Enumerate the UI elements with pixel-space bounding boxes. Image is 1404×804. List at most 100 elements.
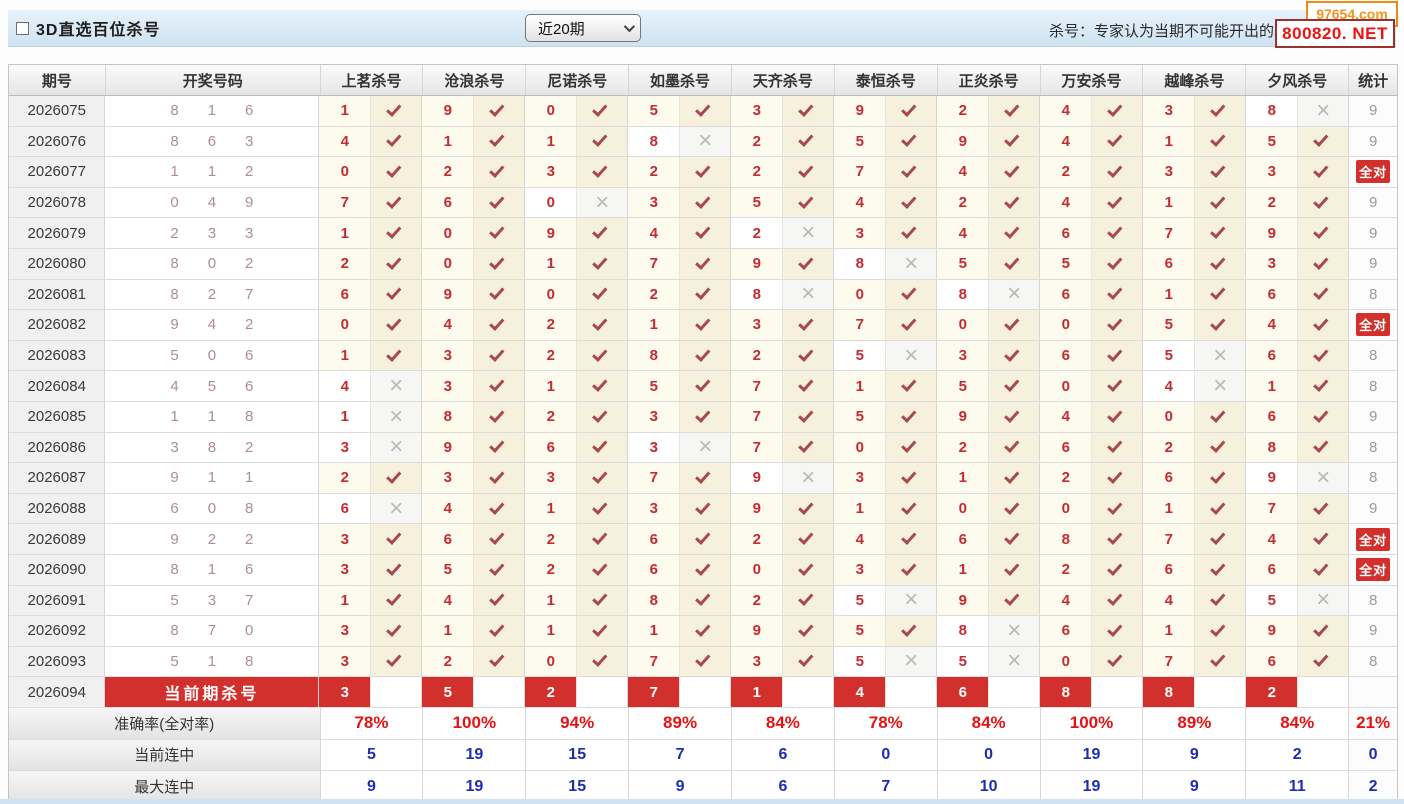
kill-number: 9 bbox=[422, 279, 475, 310]
kill-number: 5 bbox=[731, 187, 784, 218]
check-icon bbox=[577, 126, 628, 157]
kill-cell: 6 bbox=[1246, 279, 1350, 310]
drawn-cell: 9 4 2 bbox=[105, 310, 320, 340]
summary-label: 最大连中 bbox=[9, 770, 321, 803]
kill-number: 9 bbox=[1246, 616, 1299, 646]
summary-value-cell: 7 bbox=[835, 770, 938, 803]
drawn-cell: 3 8 2 bbox=[105, 432, 320, 463]
check-icon bbox=[1195, 126, 1246, 157]
kill-number: 2 bbox=[937, 432, 990, 463]
period-cell: 2026085 bbox=[9, 401, 106, 432]
kill-cell: 0 bbox=[525, 279, 629, 310]
kill-number: 8 bbox=[937, 616, 990, 646]
stat-cell: 全对 bbox=[1349, 524, 1397, 554]
stat-cell: 8 bbox=[1349, 340, 1397, 371]
summary-value-cell: 78% bbox=[835, 708, 938, 739]
check-icon bbox=[989, 554, 1040, 585]
check-icon bbox=[886, 126, 937, 157]
kill-cell: 8 bbox=[422, 401, 526, 432]
check-icon bbox=[474, 616, 525, 646]
kill-cell: 6 bbox=[1246, 340, 1350, 371]
kill-number: 5 bbox=[834, 585, 887, 616]
check-icon bbox=[989, 157, 1040, 187]
kill-number: 5 bbox=[1246, 126, 1299, 157]
summary-value-cell: 9 bbox=[629, 770, 732, 803]
check-icon bbox=[886, 371, 937, 401]
check-icon bbox=[577, 616, 628, 646]
kill-number: 0 bbox=[422, 248, 475, 279]
check-icon bbox=[886, 187, 937, 218]
page-bottom-strip bbox=[0, 799, 1404, 804]
kill-number: 6 bbox=[319, 279, 372, 310]
kill-number: 3 bbox=[1143, 157, 1196, 187]
kill-cell: 4 bbox=[1143, 585, 1247, 616]
kill-cell: 4 bbox=[628, 218, 732, 248]
kill-number: 1 bbox=[319, 585, 372, 616]
kill-number: 6 bbox=[422, 524, 475, 554]
check-icon bbox=[371, 310, 422, 340]
period-cell: 2026089 bbox=[9, 524, 106, 554]
check-icon bbox=[783, 554, 834, 585]
check-icon bbox=[1195, 157, 1246, 187]
kill-number: 9 bbox=[937, 126, 990, 157]
summary-value-cell: 78% bbox=[321, 708, 424, 739]
kill-cell: 0 bbox=[422, 218, 526, 248]
kill-cell: 6 bbox=[1040, 432, 1144, 463]
kill-cell: 6 bbox=[1143, 463, 1247, 493]
check-icon bbox=[1195, 310, 1246, 340]
kill-number: 3 bbox=[628, 493, 681, 524]
kill-cell: 8 × bbox=[731, 279, 835, 310]
kill-number: 3 bbox=[319, 554, 372, 585]
kill-number: 2 bbox=[1246, 187, 1299, 218]
current-kill-row: 2026094 当前期杀号 3 5 2 7 1 4 6 8 8 2 bbox=[9, 677, 1397, 709]
kill-number: 8 bbox=[1246, 96, 1299, 126]
check-icon bbox=[680, 554, 731, 585]
kill-cell: 3 bbox=[319, 646, 423, 677]
check-icon bbox=[1092, 96, 1143, 126]
kill-number: 3 bbox=[422, 340, 475, 371]
kill-cell: 1 bbox=[525, 616, 629, 646]
check-icon bbox=[474, 463, 525, 493]
kill-cell: 3 bbox=[834, 554, 938, 585]
kill-number: 6 bbox=[1246, 340, 1299, 371]
kill-number: 6 bbox=[628, 524, 681, 554]
kill-number: 1 bbox=[628, 310, 681, 340]
kill-cell: 9 × bbox=[731, 463, 835, 493]
select-checkbox[interactable] bbox=[16, 21, 29, 35]
kill-cell: 1 bbox=[319, 218, 423, 248]
check-icon bbox=[783, 340, 834, 371]
kill-number: 2 bbox=[731, 340, 784, 371]
check-icon bbox=[1298, 187, 1349, 218]
kill-cell: 3 bbox=[1246, 157, 1350, 187]
cross-icon: × bbox=[989, 646, 1040, 677]
drawn-cell: 8 0 2 bbox=[105, 248, 320, 279]
table-row: 2026086 3 8 2 3 × 9 6 3 × 7 0 2 6 2 8 8 bbox=[9, 432, 1397, 464]
kill-number: 5 bbox=[628, 371, 681, 401]
check-icon bbox=[680, 218, 731, 248]
check-icon bbox=[1298, 371, 1349, 401]
kill-cell: 5 bbox=[1246, 126, 1350, 157]
kill-number: 4 bbox=[422, 310, 475, 340]
kill-number: 4 bbox=[834, 187, 887, 218]
kill-number: 9 bbox=[422, 96, 475, 126]
kill-cell: 2 bbox=[731, 157, 835, 187]
check-icon bbox=[371, 340, 422, 371]
check-icon bbox=[783, 187, 834, 218]
cross-icon: × bbox=[577, 187, 628, 218]
stat-cell: 9 bbox=[1349, 218, 1397, 248]
kill-number: 2 bbox=[731, 126, 784, 157]
range-dropdown[interactable]: 近20期 bbox=[525, 14, 641, 42]
check-icon bbox=[474, 585, 525, 616]
check-icon bbox=[371, 616, 422, 646]
kill-cell: 2 bbox=[1040, 463, 1144, 493]
check-icon bbox=[577, 310, 628, 340]
check-icon bbox=[989, 585, 1040, 616]
kill-number: 9 bbox=[731, 248, 784, 279]
kill-number: 4 bbox=[1040, 126, 1093, 157]
check-icon bbox=[680, 585, 731, 616]
summary-row: 最大连中 9 19 15 9 6 7 10 19 9 11 2 bbox=[9, 770, 1398, 803]
period-cell: 2026083 bbox=[9, 340, 106, 371]
kill-number: 4 bbox=[1246, 524, 1299, 554]
summary-value-cell: 9 bbox=[1143, 739, 1247, 770]
header-expert: 天齐杀号 bbox=[732, 65, 835, 95]
